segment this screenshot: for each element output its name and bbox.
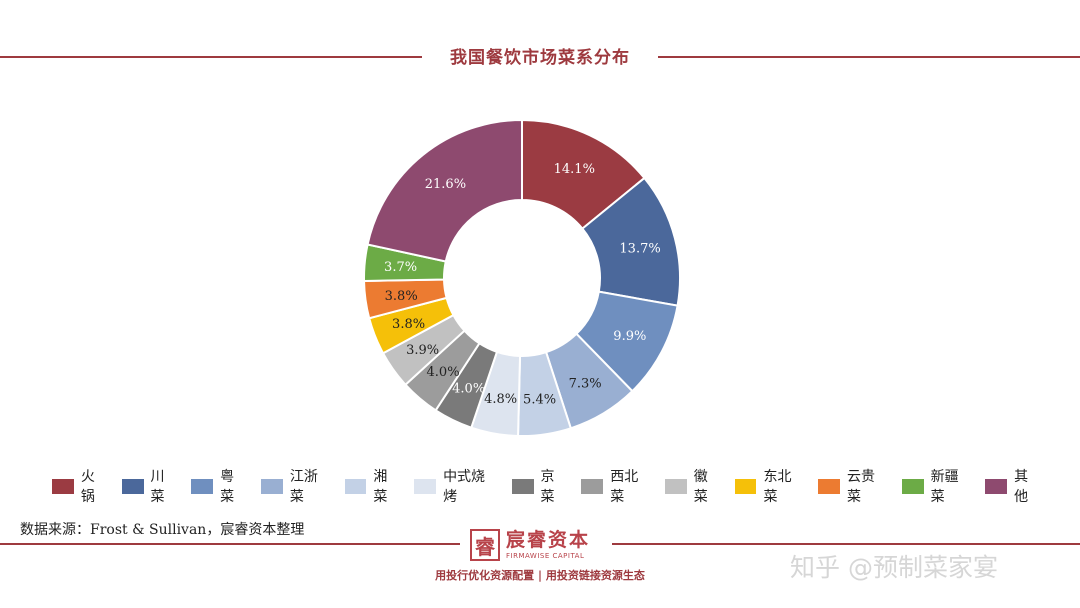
logo-english: FIRMAWISE CAPITAL xyxy=(506,551,585,560)
legend-swatch xyxy=(581,478,604,494)
legend-label: 江浙菜 xyxy=(289,469,318,505)
legend-label: 新疆菜 xyxy=(930,469,959,505)
legend-label: 京菜 xyxy=(540,469,555,505)
chart-legend: 火锅 川菜 粤菜 江浙菜 湘菜 中式烧烤 京菜 西北菜 徽菜 东北菜 云贵菜 新疆菜 其他 xyxy=(52,466,1042,506)
legend-swatch xyxy=(664,478,687,494)
legend-label: 其他 xyxy=(1014,469,1029,505)
title-rule-left xyxy=(0,56,422,58)
slice-data-label-6: 4.8% xyxy=(484,392,517,407)
legend-item-4: 江浙菜 xyxy=(260,466,332,506)
legend-item-1: 火锅 xyxy=(52,466,109,506)
legend-item-10: 东北菜 xyxy=(734,466,806,506)
legend-item-8: 西北菜 xyxy=(581,466,652,506)
legend-label: 火锅 xyxy=(80,469,95,505)
legend-swatch xyxy=(121,478,144,494)
slice-data-label-4: 7.3% xyxy=(569,376,602,391)
slice-data-label-10: 3.8% xyxy=(392,317,425,332)
legend-swatch xyxy=(414,478,437,494)
legend-swatch xyxy=(985,478,1008,494)
legend-label: 徽菜 xyxy=(693,469,708,505)
legend-item-6: 中式烧烤 xyxy=(414,466,499,506)
legend-item-5: 湘菜 xyxy=(344,466,402,506)
footer-rule-left xyxy=(0,543,460,545)
slice-data-label-8: 4.0% xyxy=(427,365,460,380)
data-source-note: 数据来源：Frost & Sullivan，宸睿资本整理 xyxy=(20,522,305,538)
legend-swatch xyxy=(344,478,367,494)
legend-swatch xyxy=(191,478,214,494)
legend-label: 粤菜 xyxy=(220,469,235,505)
footer-rule-right xyxy=(612,543,1080,545)
slice-data-label-1: 14.1% xyxy=(554,162,595,177)
donut-slice-13 xyxy=(366,118,523,263)
legend-swatch xyxy=(52,478,74,494)
legend-item-13: 其他 xyxy=(985,466,1042,506)
slice-data-label-5: 5.4% xyxy=(523,393,556,408)
slice-data-label-2: 13.7% xyxy=(619,241,660,256)
watermark: 知乎 @预制菜家宴 xyxy=(790,553,998,582)
company-logo: 睿 宸睿资本 FIRMAWISE CAPITAL xyxy=(470,527,605,563)
title-rule-right xyxy=(658,56,1080,58)
slice-data-label-13: 21.6% xyxy=(425,177,466,192)
slice-data-label-7: 4.0% xyxy=(452,382,485,397)
legend-swatch xyxy=(818,478,841,494)
legend-label: 湘菜 xyxy=(373,469,388,505)
legend-label: 云贵菜 xyxy=(847,469,876,505)
legend-item-9: 徽菜 xyxy=(664,466,722,506)
legend-label: 川菜 xyxy=(150,469,165,505)
chart-title: 我国餐饮市场菜系分布 xyxy=(450,48,630,68)
legend-swatch xyxy=(260,478,283,494)
slice-data-label-11: 3.8% xyxy=(385,289,418,304)
logo-mark-icon: 睿 xyxy=(470,529,500,561)
legend-item-7: 京菜 xyxy=(511,466,569,506)
legend-item-12: 新疆菜 xyxy=(901,466,973,506)
slice-data-label-12: 3.7% xyxy=(384,260,417,275)
legend-swatch xyxy=(901,478,924,494)
legend-label: 中式烧烤 xyxy=(443,469,486,505)
legend-swatch xyxy=(734,478,757,494)
slice-data-label-3: 9.9% xyxy=(613,329,646,344)
slice-data-label-9: 3.9% xyxy=(406,343,439,358)
footer-slogan: 用投行优化资源配置 | 用投资链接资源生态 xyxy=(435,569,645,582)
legend-label: 东北菜 xyxy=(763,469,792,505)
legend-item-11: 云贵菜 xyxy=(818,466,889,506)
legend-swatch xyxy=(511,478,534,494)
legend-item-2: 川菜 xyxy=(121,466,179,506)
logo-name: 宸睿资本 xyxy=(506,528,591,551)
legend-label: 西北菜 xyxy=(610,469,639,505)
legend-item-3: 粤菜 xyxy=(191,466,248,506)
